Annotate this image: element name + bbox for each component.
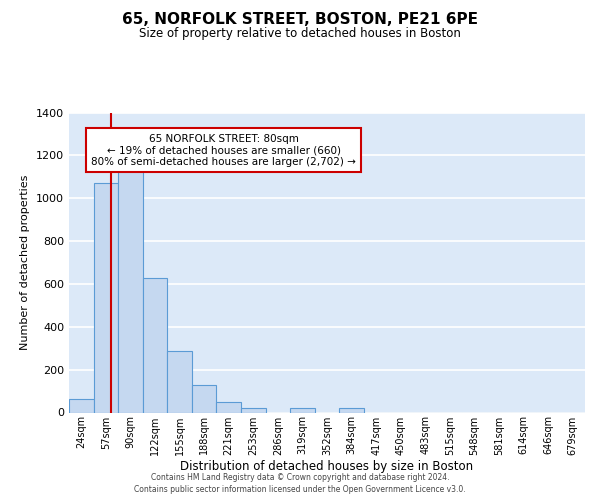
Text: Contains HM Land Registry data © Crown copyright and database right 2024.: Contains HM Land Registry data © Crown c… bbox=[151, 473, 449, 482]
Y-axis label: Number of detached properties: Number of detached properties bbox=[20, 175, 31, 350]
Text: Size of property relative to detached houses in Boston: Size of property relative to detached ho… bbox=[139, 28, 461, 40]
Text: 65, NORFOLK STREET, BOSTON, PE21 6PE: 65, NORFOLK STREET, BOSTON, PE21 6PE bbox=[122, 12, 478, 28]
Bar bbox=[217, 402, 241, 412]
Text: Contains public sector information licensed under the Open Government Licence v3: Contains public sector information licen… bbox=[134, 486, 466, 494]
X-axis label: Distribution of detached houses by size in Boston: Distribution of detached houses by size … bbox=[181, 460, 473, 473]
Bar bbox=[167, 352, 192, 412]
Bar bbox=[241, 408, 266, 412]
Bar bbox=[290, 408, 315, 412]
Bar bbox=[94, 183, 118, 412]
Bar bbox=[69, 398, 94, 412]
Bar bbox=[339, 408, 364, 412]
Bar bbox=[118, 164, 143, 412]
Bar bbox=[192, 384, 217, 412]
Text: 65 NORFOLK STREET: 80sqm
← 19% of detached houses are smaller (660)
80% of semi-: 65 NORFOLK STREET: 80sqm ← 19% of detach… bbox=[91, 134, 356, 166]
Bar bbox=[143, 278, 167, 412]
